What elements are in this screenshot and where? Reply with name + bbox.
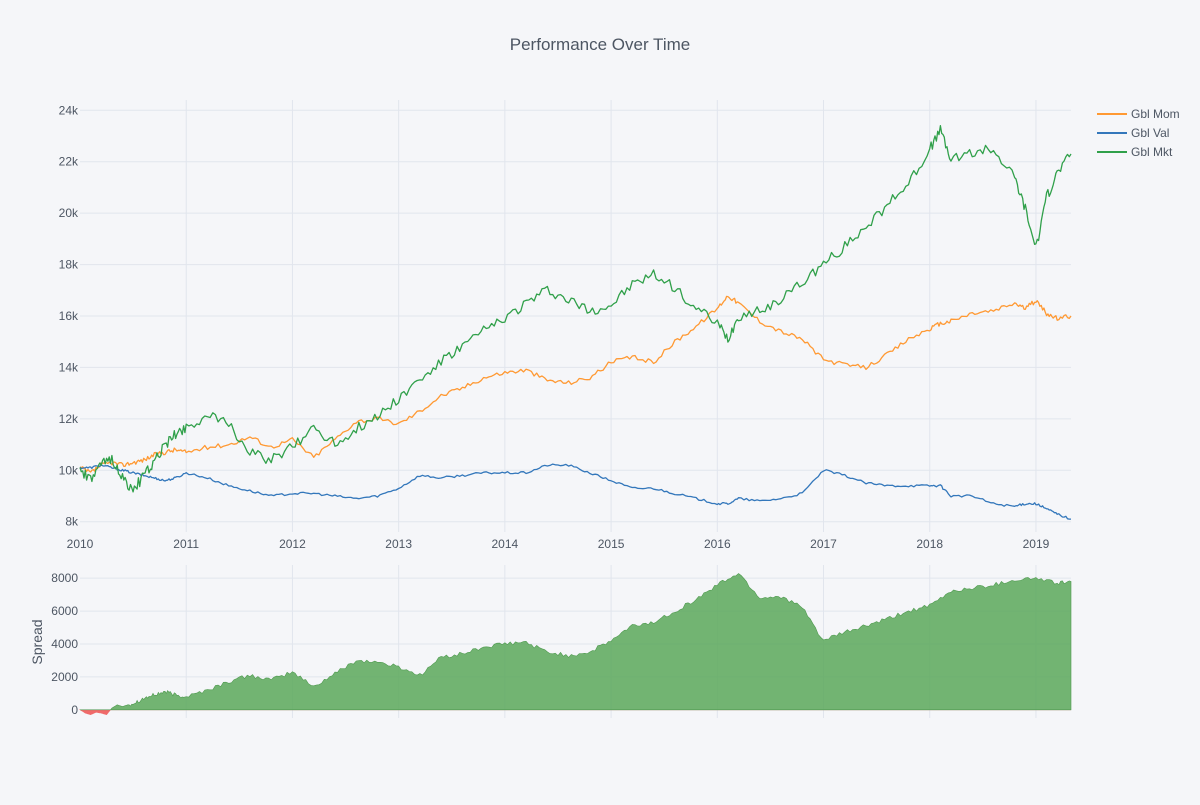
spread-y-tick-label: 4000 [51, 637, 78, 651]
main-axes: 2010 2011 2012 2013 2014 2015 2016 2017 2018 2019… [59, 103, 1050, 551]
spread-axis-label: Spread [29, 619, 45, 664]
legend-label: Gbl Val [1131, 126, 1169, 140]
legend-label: Gbl Mkt [1131, 145, 1173, 159]
x-tick-label: 2012 [279, 537, 306, 551]
spread-positive-area [80, 573, 1072, 711]
spread-y-tick-label: 2000 [51, 670, 78, 684]
y-tick-label: 20k [59, 206, 79, 220]
x-tick-label: 2016 [704, 537, 731, 551]
y-tick-label: 8k [65, 515, 79, 529]
y-tick-label: 12k [59, 412, 79, 426]
main-series [79, 125, 1072, 520]
y-tick-label: 22k [59, 155, 79, 169]
x-tick-label: 2013 [385, 537, 412, 551]
x-tick-label: 2014 [492, 537, 519, 551]
spread-axes: 0 2000 4000 6000 8000 [51, 571, 78, 717]
y-tick-label: 16k [59, 309, 79, 323]
x-tick-label: 2018 [916, 537, 943, 551]
spread-y-tick-label: 6000 [51, 604, 78, 618]
series-line-gbl-mom [79, 295, 1072, 473]
legend-label: Gbl Mom [1131, 107, 1180, 121]
legend-item[interactable]: Gbl Mom [1097, 107, 1180, 121]
y-tick-label: 24k [59, 103, 79, 117]
series-line-gbl-val [79, 463, 1071, 520]
main-grid [80, 100, 1071, 532]
x-tick-label: 2011 [173, 537, 199, 551]
spread-area [78, 573, 1072, 716]
legend-item[interactable]: Gbl Mkt [1097, 145, 1173, 159]
spread-negative-area [78, 709, 1071, 716]
chart-title: Performance Over Time [510, 35, 690, 54]
series-line-gbl-mkt [79, 125, 1072, 493]
y-tick-label: 10k [59, 463, 79, 477]
y-tick-label: 14k [59, 360, 79, 374]
x-tick-label: 2015 [598, 537, 625, 551]
spread-y-tick-label: 8000 [51, 571, 78, 585]
legend-item[interactable]: Gbl Val [1097, 126, 1169, 140]
x-tick-label: 2010 [67, 537, 94, 551]
legend[interactable]: Gbl Mom Gbl Val Gbl Mkt [1097, 107, 1180, 159]
x-tick-label: 2019 [1023, 537, 1050, 551]
y-tick-label: 18k [59, 258, 79, 272]
spread-y-tick-label: 0 [71, 703, 78, 717]
x-tick-label: 2017 [810, 537, 837, 551]
